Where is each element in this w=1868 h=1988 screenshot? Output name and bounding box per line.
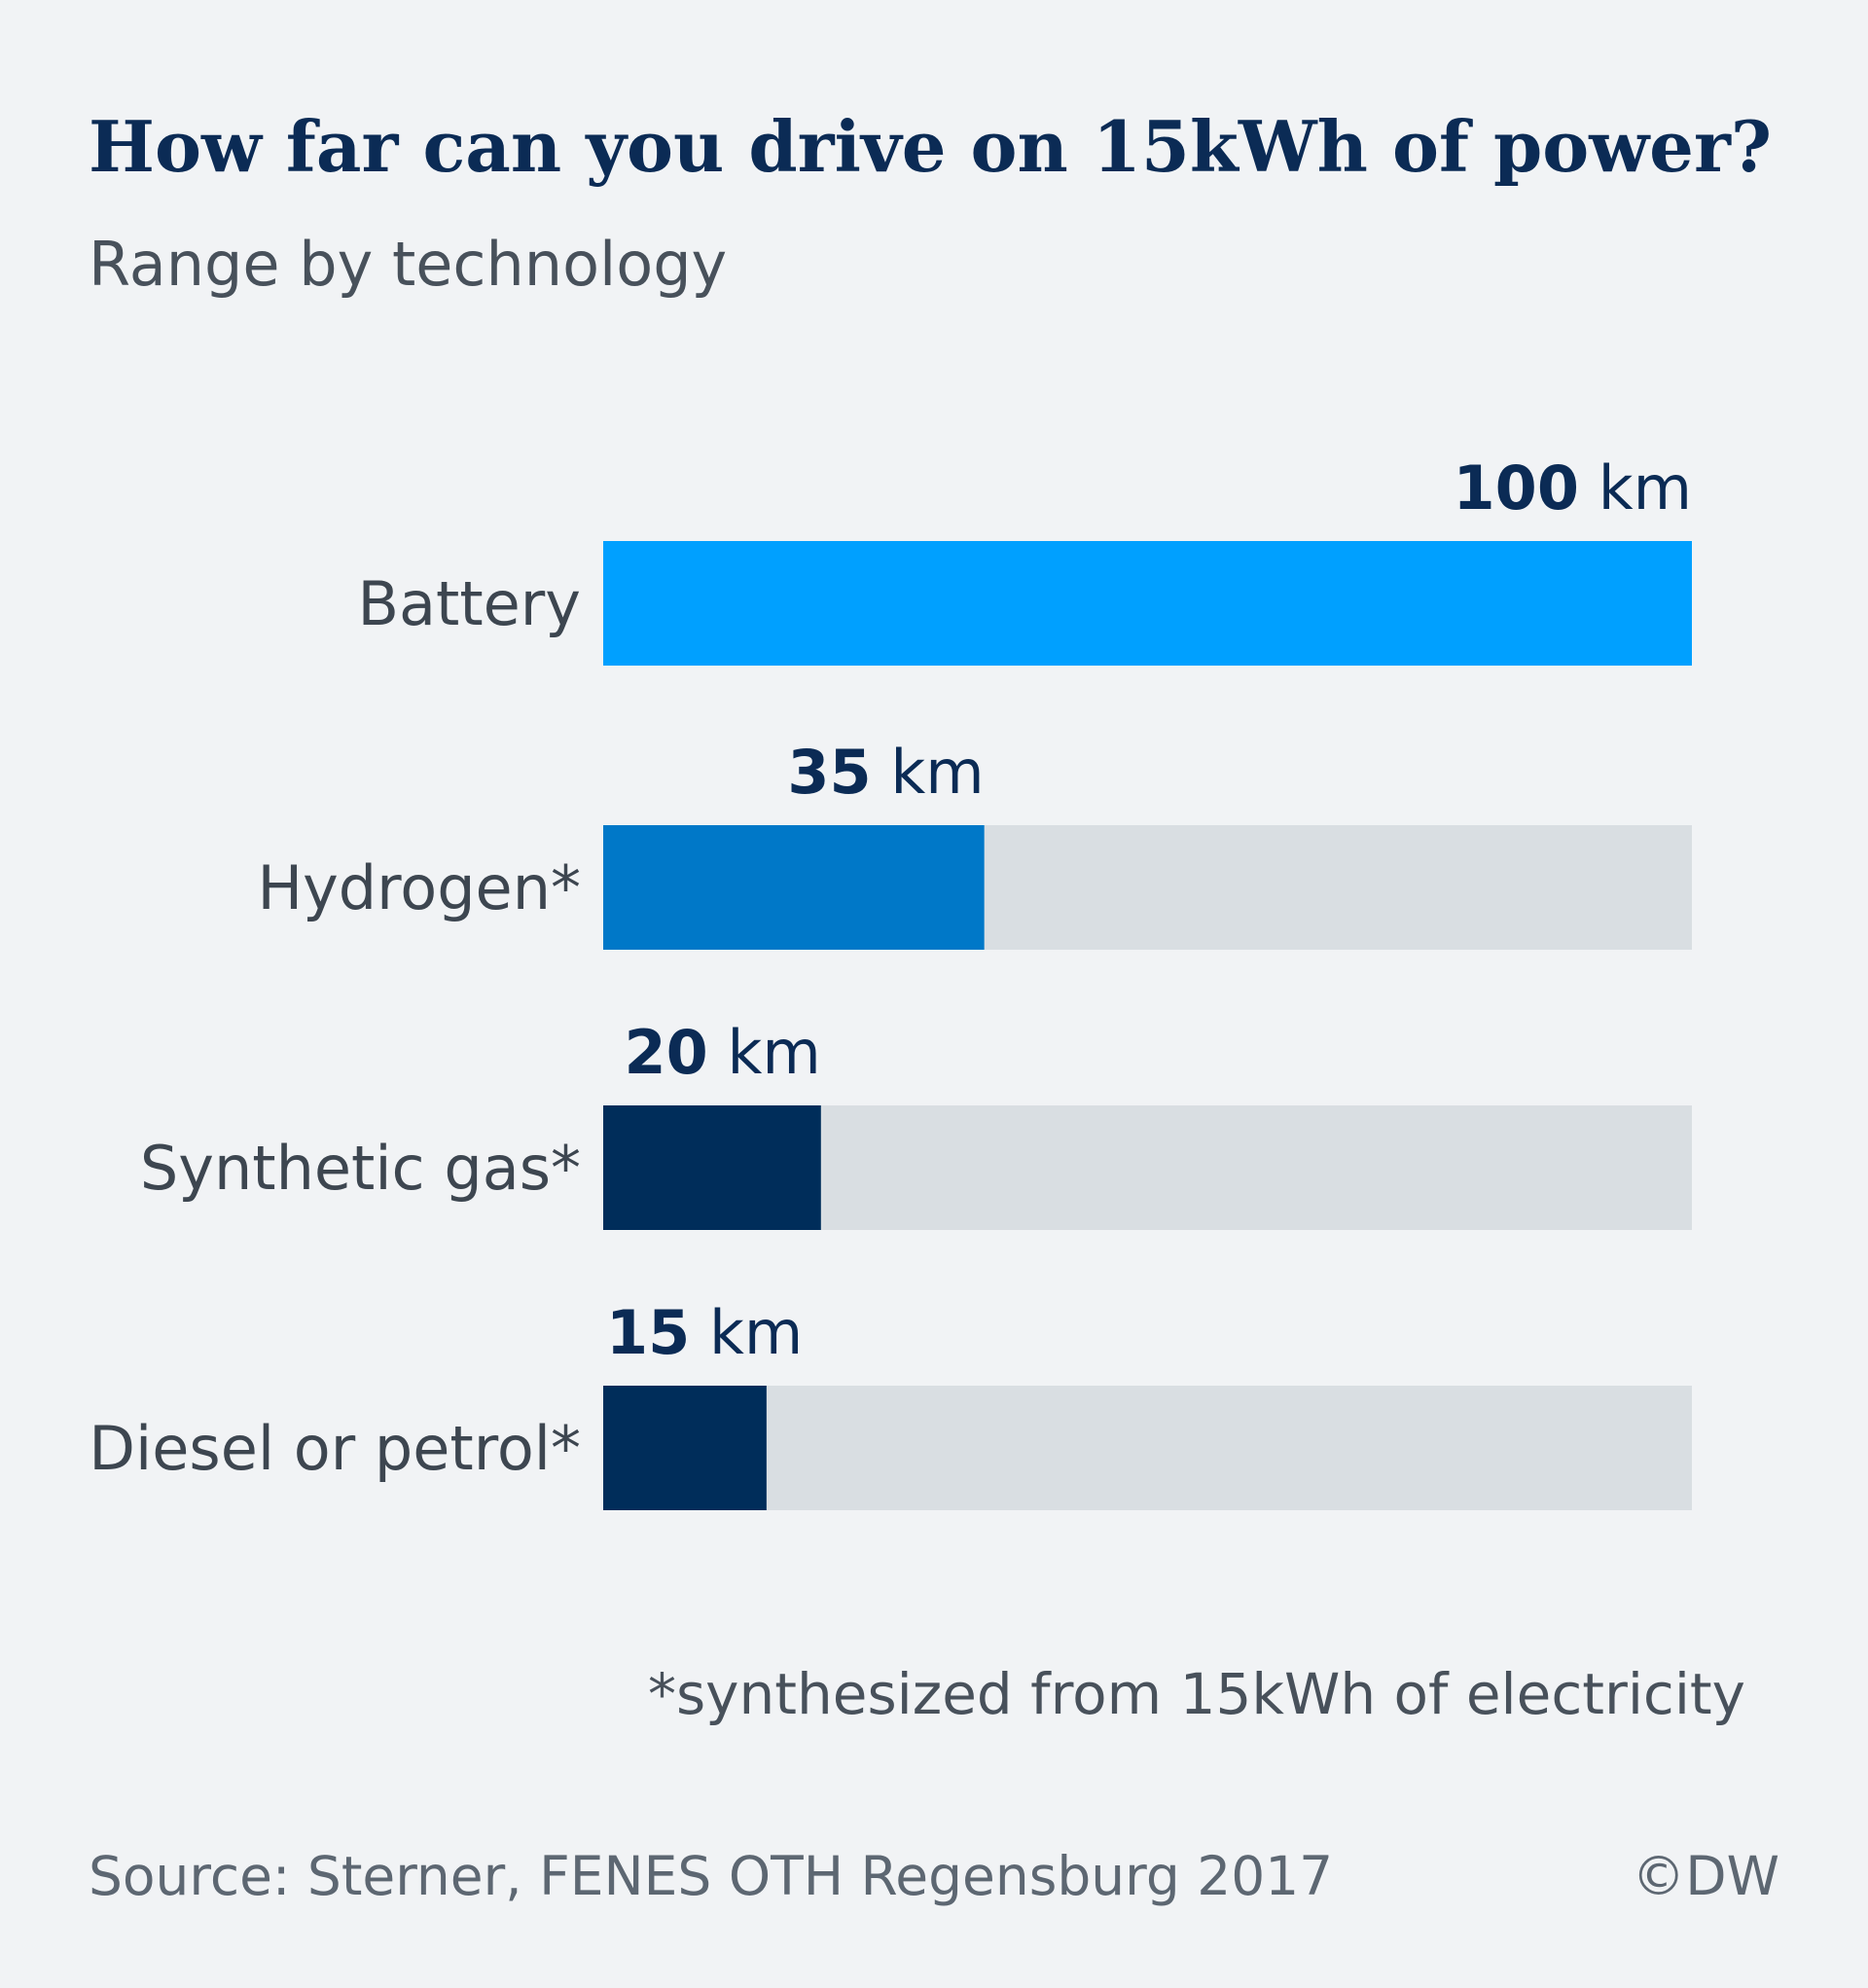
category-label: Diesel or petrol*	[89, 1413, 581, 1484]
bar	[603, 1105, 821, 1230]
value-label: 20 km	[624, 1017, 820, 1088]
bar	[603, 1386, 767, 1510]
value-unit: km	[890, 737, 984, 808]
chart-subtitle: Range by technology	[89, 229, 727, 300]
value-label: 15 km	[606, 1297, 803, 1368]
value-label: 35 km	[787, 737, 984, 808]
credit: ©DW	[1632, 1845, 1779, 1907]
value-number: 35	[787, 737, 871, 808]
footnote: *synthesized from 15kWh of electricity	[648, 1661, 1745, 1727]
value-unit: km	[1599, 452, 1692, 524]
category-label: Battery	[358, 568, 581, 639]
bar-track	[603, 1386, 1692, 1510]
value-label: 100 km	[1454, 452, 1692, 524]
bar	[603, 541, 1692, 666]
source: Source: Sterner, FENES OTH Regensburg 20…	[89, 1845, 1333, 1907]
value-number: 100	[1454, 452, 1579, 524]
chart-title: How far can you drive on 15kWh of power?	[89, 105, 1772, 188]
value-number: 20	[624, 1017, 707, 1088]
value-unit: km	[727, 1017, 820, 1088]
value-unit: km	[709, 1297, 803, 1368]
category-label: Synthetic gas*	[140, 1133, 581, 1204]
bar	[603, 825, 985, 950]
value-number: 15	[606, 1297, 690, 1368]
category-label: Hydrogen*	[257, 852, 581, 923]
